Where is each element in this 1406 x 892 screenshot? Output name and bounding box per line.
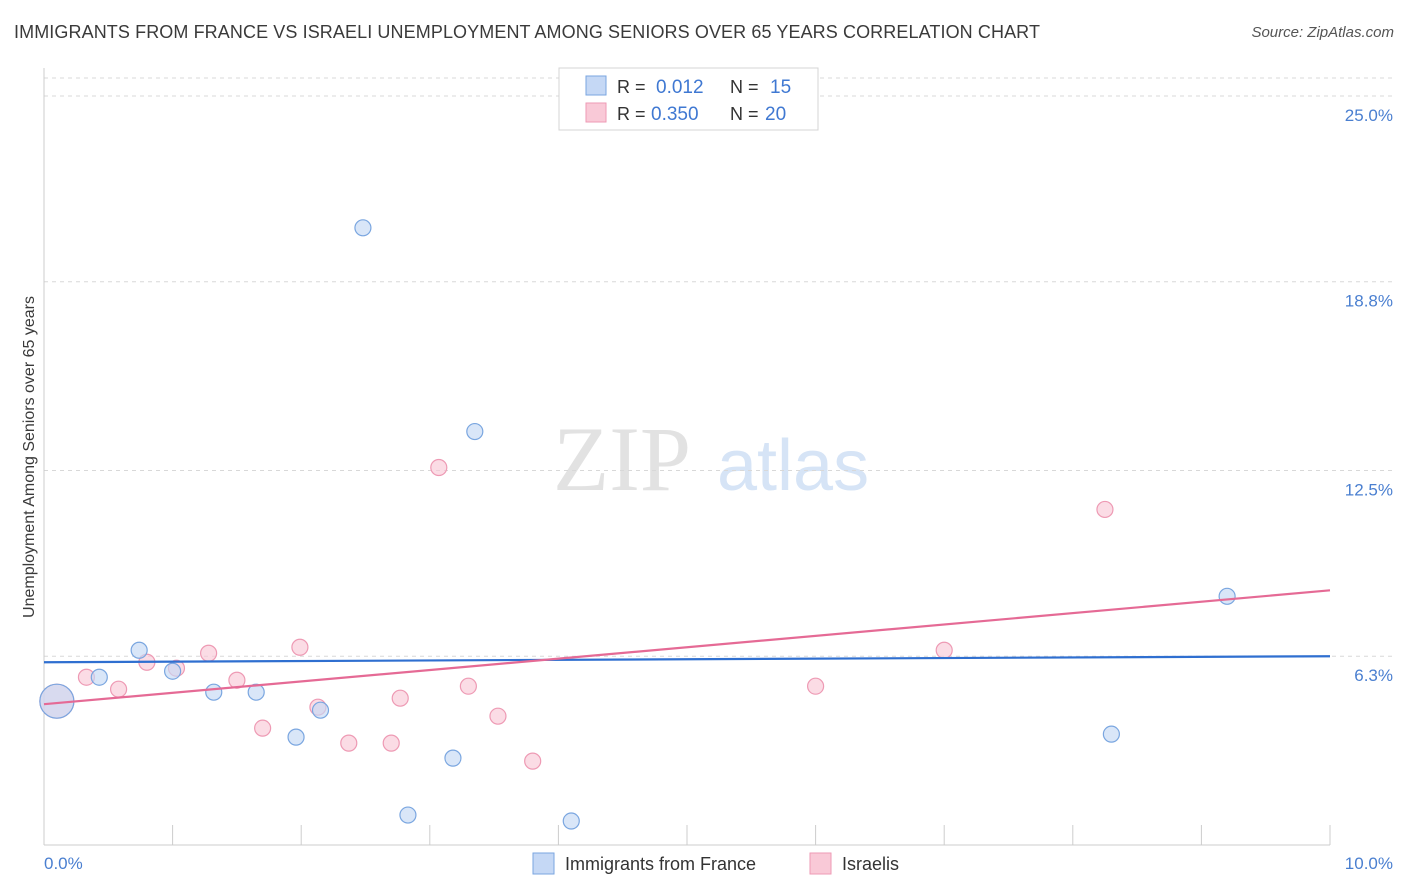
legend-n-value-2: 20 [765,104,786,125]
legend-r-label-2: R = [617,104,646,124]
data-points [39,219,1236,830]
israelis-point-15 [489,707,507,725]
france-point-2 [130,641,148,659]
israelis-point-8 [291,638,309,656]
israelis-point-5 [200,644,218,662]
legend-n-label-2: N = [730,104,759,124]
israelis-point-2 [109,680,128,698]
x-tick-label-max: 10.0% [1345,854,1393,873]
france-point-1 [90,668,108,686]
legend-n-label-1: N = [730,77,759,97]
y-axis-label: Unemployment Among Seniors over 65 years [21,296,38,618]
watermark-atlas: atlas [717,426,869,506]
israelis-point-19 [1096,500,1114,519]
legend-r-label-1: R = [617,77,646,97]
y-tick-label-1: 12.5% [1345,480,1393,499]
israelis-point-6 [228,671,246,689]
x-tick-label-min: 0.0% [44,854,83,873]
israelis-point-17 [806,677,825,695]
legend-r-value-1: 0.012 [656,77,704,98]
france-point-14 [1218,587,1236,605]
y-tick-label-0: 6.3% [1354,666,1393,685]
x-tick-labels: 0.0% 10.0% [44,854,1393,873]
series-legend-label-blue: Immigrants from France [565,854,756,874]
france-point-11 [466,422,484,441]
y-tick-label-3: 25.0% [1345,106,1393,125]
israelis-trend-line [43,589,1331,706]
correlation-legend: R = 0.012 N = 15 R = 0.350 N = 20 [558,67,819,131]
legend-swatch-pink [585,102,607,123]
series-legend-swatch-pink [809,852,832,875]
france-point-7 [311,701,330,719]
france-point-4 [205,683,223,701]
legend-r-value-2: 0.350 [651,104,699,125]
israelis-point-10 [340,734,358,752]
grid [44,77,1394,657]
chart-title: IMMIGRANTS FROM FRANCE VS ISRAELI UNEMPL… [14,22,1041,42]
france-point-12 [562,812,580,830]
y-tick-label-2: 18.8% [1345,292,1393,311]
france-point-5 [247,683,265,701]
watermark-zip: ZIP [553,408,691,510]
trend-lines [43,589,1331,706]
israelis-point-13 [430,458,448,477]
series-legend-swatch-blue [532,852,555,875]
series-legend-label-pink: Israelis [842,854,899,874]
legend-n-value-1: 15 [770,77,791,98]
france-trend-line [43,655,1331,664]
israelis-point-16 [524,752,542,770]
legend-swatch-blue [585,75,607,96]
axes [43,68,1331,846]
france-point-9 [399,806,417,824]
israelis-point-7 [254,719,272,737]
israelis-point-12 [391,689,409,707]
israelis-point-14 [459,677,477,695]
y-tick-labels: 6.3% 12.5% 18.8% 25.0% [1345,106,1393,685]
source-label: Source: ZipAtlas.com [1251,24,1394,41]
france-point-3 [164,662,182,680]
israelis-point-18 [935,641,953,659]
france-point-8 [354,219,372,237]
france-point-13 [1102,725,1120,743]
series-legend: Immigrants from France Israelis [532,852,899,875]
france-point-10 [444,749,462,767]
israelis-point-11 [382,734,400,752]
france-point-6 [287,728,305,746]
